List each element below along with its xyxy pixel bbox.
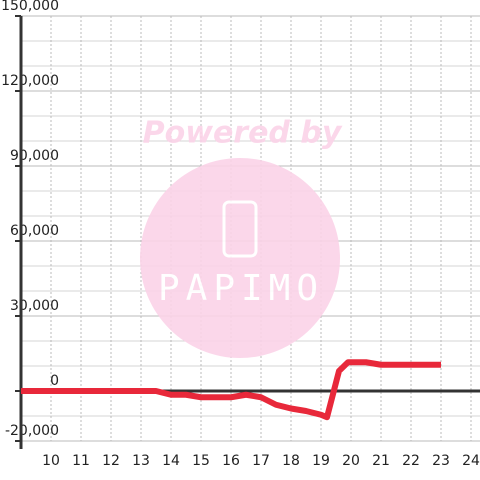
watermark-text: Powered by [143, 116, 343, 151]
y-tick-label: 150,000 [1, 0, 59, 14]
x-tick-label: 23 [432, 453, 450, 469]
x-tick-label: 19 [312, 453, 330, 469]
x-tick-label: 15 [192, 453, 210, 469]
watermark-text: PAPIMO [158, 268, 324, 309]
line-series [21, 359, 441, 421]
x-tick-label: 20 [342, 453, 360, 469]
watermark-phone [222, 200, 258, 258]
x-tick-label: 21 [372, 453, 390, 469]
y-tick-label: 90,000 [10, 148, 59, 164]
watermark-circle [140, 158, 340, 358]
y-tick-label: -20,000 [5, 423, 59, 439]
y-tick-label: 0 [50, 373, 59, 389]
x-tick-label: 12 [102, 453, 120, 469]
x-tick-label: 14 [162, 453, 180, 469]
y-tick-label: 60,000 [10, 223, 59, 239]
x-tick-label: 11 [72, 453, 90, 469]
watermark: Powered by PAPIMO [140, 116, 343, 358]
x-tick-label: 10 [42, 453, 60, 469]
x-tick-label: 13 [132, 453, 150, 469]
x-tick-label: 22 [402, 453, 420, 469]
x-tick-label: 18 [282, 453, 300, 469]
y-tick-label: 30,000 [10, 298, 59, 314]
x-tick-label: 17 [252, 453, 270, 469]
y-tick-label: 120,000 [1, 73, 59, 89]
x-tick-label: 24 [462, 453, 480, 469]
x-tick-label: 16 [222, 453, 240, 469]
